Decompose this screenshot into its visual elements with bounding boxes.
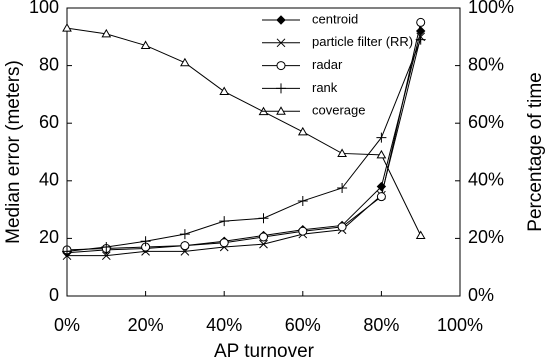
legend-marker xyxy=(276,61,286,71)
marker xyxy=(219,216,230,227)
marker xyxy=(219,238,229,248)
series-line xyxy=(66,27,422,236)
y2-tick-label: 80% xyxy=(468,54,504,74)
series-line xyxy=(66,22,422,251)
y2-tick-label: 40% xyxy=(468,170,504,190)
series-line xyxy=(66,30,422,254)
x-tick-label: 0% xyxy=(54,315,80,335)
legend-marker xyxy=(276,106,286,115)
marker xyxy=(337,183,348,193)
legend-label: radar xyxy=(312,57,343,72)
legend-label: centroid xyxy=(312,11,358,26)
marker xyxy=(376,132,387,143)
y-tick-label: 60 xyxy=(39,112,59,132)
y-tick-label: 0 xyxy=(49,285,59,305)
legend-label: particle filter (RR) xyxy=(312,34,413,49)
y2-tick-label: 60% xyxy=(468,112,504,132)
x-tick-label: 20% xyxy=(128,315,164,335)
marker xyxy=(297,126,308,136)
marker xyxy=(376,149,387,159)
y2-tick-label: 20% xyxy=(468,227,504,247)
legend-marker xyxy=(276,38,286,48)
y2-axis-label: Percentage of time xyxy=(525,72,546,231)
y-tick-label: 80 xyxy=(39,54,59,74)
marker xyxy=(180,57,190,67)
marker xyxy=(219,86,230,96)
x-axis-label: AP turnover xyxy=(214,341,315,362)
marker xyxy=(101,251,111,261)
legend-label: coverage xyxy=(312,103,365,118)
series-line xyxy=(66,39,422,252)
marker xyxy=(337,222,347,232)
marker xyxy=(101,28,112,38)
x-tick-label: 100% xyxy=(437,315,483,335)
series-line xyxy=(67,36,422,257)
marker xyxy=(416,17,426,27)
y2-tick-label: 0% xyxy=(468,285,494,305)
x-tick-label: 40% xyxy=(206,315,242,335)
legend-marker xyxy=(276,15,286,25)
marker xyxy=(297,195,308,206)
marker xyxy=(376,192,386,202)
marker xyxy=(415,230,426,240)
marker xyxy=(62,246,72,257)
y-axis-label: Median error (meters) xyxy=(3,60,24,244)
plot-frame xyxy=(66,7,461,297)
marker xyxy=(415,34,426,45)
marker xyxy=(259,239,268,249)
legend-marker xyxy=(276,83,286,94)
y-tick-label: 100 xyxy=(29,0,59,17)
marker xyxy=(140,236,151,247)
x-tick-label: 60% xyxy=(285,315,321,335)
x-tick-label: 80% xyxy=(363,315,399,335)
marker xyxy=(298,226,308,236)
marker xyxy=(259,232,268,242)
marker xyxy=(62,23,72,32)
marker xyxy=(180,241,190,251)
marker xyxy=(337,148,347,157)
marker xyxy=(140,40,151,49)
y-tick-label: 40 xyxy=(39,170,59,190)
marker xyxy=(101,242,112,253)
marker xyxy=(179,229,190,240)
y2-tick-label: 100% xyxy=(468,0,514,17)
marker xyxy=(258,213,269,224)
legend-label: rank xyxy=(312,80,338,95)
y-tick-label: 20 xyxy=(39,227,59,247)
